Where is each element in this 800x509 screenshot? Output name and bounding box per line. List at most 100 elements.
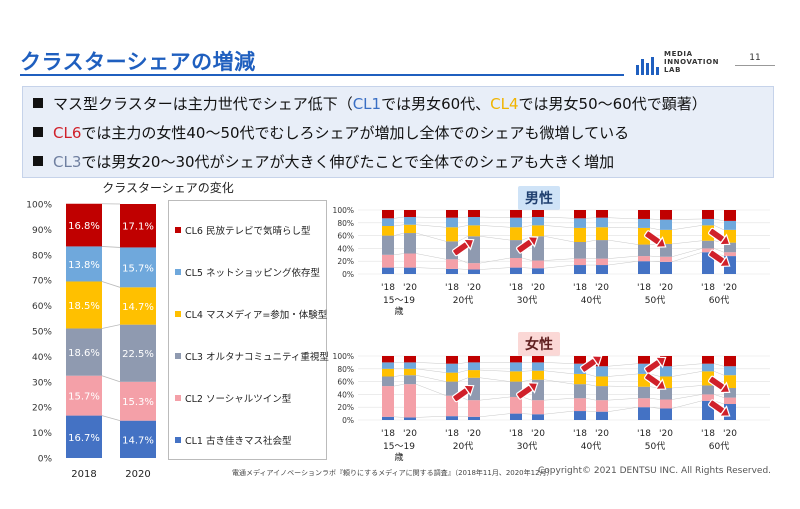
bar-segment-cl2 xyxy=(574,398,586,412)
arrow-head xyxy=(590,355,603,368)
bar-segment-cl2 xyxy=(638,398,650,408)
connector-line xyxy=(607,255,639,259)
connector-line xyxy=(415,374,447,382)
bar-segment-cl3 xyxy=(702,385,714,395)
bar-segment-cl3 xyxy=(66,328,102,376)
change-arrow-up xyxy=(643,356,667,375)
bar-segment-cl2 xyxy=(532,400,544,415)
y-tick-label: 80% xyxy=(32,251,52,261)
connector-line xyxy=(457,225,469,228)
bar-segment-cl5 xyxy=(510,217,522,228)
age-group-label: 40代 xyxy=(581,441,601,452)
page-number: 11 xyxy=(735,53,775,66)
bar-segment-cl5 xyxy=(702,218,714,226)
bar-segment-cl6 xyxy=(404,356,416,363)
bar-segment-cl2 xyxy=(724,397,736,404)
bar-segment-cl1 xyxy=(574,411,586,420)
bar-segment-cl4 xyxy=(382,226,394,236)
bar-segment-cl4 xyxy=(596,227,608,241)
connector-line xyxy=(713,218,725,222)
year-tick-label: '20 xyxy=(659,283,673,293)
bullet-text: では主力の女性40～50代でむしろシェアが増加し全体でのシェアも微増している xyxy=(81,124,630,142)
bar-segment-cl4 xyxy=(532,225,544,237)
bar-segment-cl2 xyxy=(510,396,522,414)
connector-line xyxy=(521,267,533,269)
bar-segment-cl6 xyxy=(702,356,714,364)
age-group-label: 15～19 xyxy=(383,296,415,306)
bar-segment-cl2 xyxy=(638,256,650,262)
legend-swatch xyxy=(175,437,181,443)
bar-segment-cl4 xyxy=(468,225,480,237)
arrow-head xyxy=(718,405,731,417)
legend-label: CL2 ソーシャルツイン型 xyxy=(185,394,292,405)
data-label: 16.7% xyxy=(68,433,100,444)
title-underline xyxy=(20,74,624,76)
connector-line xyxy=(649,397,661,400)
legend-entry: CL3 オルタナコミュニティ重視型 xyxy=(175,349,329,363)
connector-line xyxy=(585,217,597,219)
female-panel-label: 女性 xyxy=(518,332,560,356)
bar-segment-cl4 xyxy=(404,368,416,376)
change-arrow-down xyxy=(707,249,731,268)
bar-segment-cl1 xyxy=(532,268,544,274)
female-share-chart: 0% 20% 40% 60% 80% 100% '18 '20 15～19歳 '18 '20 20代 '… xyxy=(333,352,770,463)
logo-line: LAB xyxy=(664,66,682,74)
connector-line xyxy=(479,235,511,241)
bar-segment-cl4 xyxy=(660,376,672,388)
y-tick-label: 0% xyxy=(38,455,53,465)
bar-segment-cl5 xyxy=(596,366,608,377)
bar-segment-cl5 xyxy=(638,218,650,228)
data-label: 17.1% xyxy=(122,222,154,233)
bar-segment-cl6 xyxy=(446,210,458,218)
bar-segment-cl2 xyxy=(66,375,102,416)
connector-line xyxy=(671,218,703,220)
bar-segment-cl4 xyxy=(468,370,480,378)
bar-segment-cl5 xyxy=(660,219,672,230)
bar-segment-cl1 xyxy=(532,414,544,420)
connector-line xyxy=(713,371,725,376)
year-tick-label: '20 xyxy=(531,283,545,293)
bar-segment-cl5 xyxy=(404,217,416,225)
bar-segment-cl4 xyxy=(446,227,458,242)
age-group-label: 50代 xyxy=(645,441,665,452)
page-title: クラスターシェアの増減 xyxy=(20,50,256,74)
connector-line xyxy=(585,239,597,243)
bar-segment-cl5 xyxy=(596,217,608,228)
bar-segment-cl3 xyxy=(596,386,608,401)
bar-segment-cl6 xyxy=(660,210,672,220)
bar-segment-cl1 xyxy=(66,415,102,458)
data-label: 18.6% xyxy=(68,348,100,359)
bar-segment-cl3 xyxy=(574,384,586,399)
bar-segment-cl1 xyxy=(660,261,672,274)
bar-segment-cl5 xyxy=(532,362,544,371)
bar-segment-cl3 xyxy=(574,242,586,259)
change-arrow-down xyxy=(707,399,731,417)
logo-bars-icon xyxy=(636,56,661,75)
bar-segment-cl2 xyxy=(574,258,586,266)
y-tick-label: 70% xyxy=(32,277,52,287)
connector-line xyxy=(479,225,511,228)
bar-segment-cl6 xyxy=(510,356,522,363)
cluster-highlight: CL1 xyxy=(352,95,382,113)
change-arrow-up xyxy=(515,382,539,400)
bar-segment-cl1 xyxy=(510,267,522,274)
year-tick-label: '18 xyxy=(509,283,523,293)
year-tick-label: '18 xyxy=(381,283,395,293)
bar-segment-cl2 xyxy=(702,248,714,253)
legend-label: CL5 ネットショッピング依存型 xyxy=(185,268,320,279)
bullet-square-icon xyxy=(33,127,43,137)
bar-segment-cl3 xyxy=(702,240,714,249)
bar-segment-cl2 xyxy=(702,394,714,401)
bar-segment-cl5 xyxy=(468,217,480,226)
connector-line xyxy=(671,248,703,257)
bar-segment-cl2 xyxy=(446,259,458,269)
cluster-highlight: CL3 xyxy=(53,153,82,171)
bar-segment-cl1 xyxy=(596,411,608,420)
arrow-head xyxy=(718,255,731,268)
y-tick-label: 0% xyxy=(342,416,354,425)
bar-segment-cl3 xyxy=(382,376,394,387)
connector-line xyxy=(607,217,639,220)
connector-line xyxy=(543,258,575,261)
arrow-head xyxy=(718,233,731,246)
connector-line xyxy=(457,369,469,373)
